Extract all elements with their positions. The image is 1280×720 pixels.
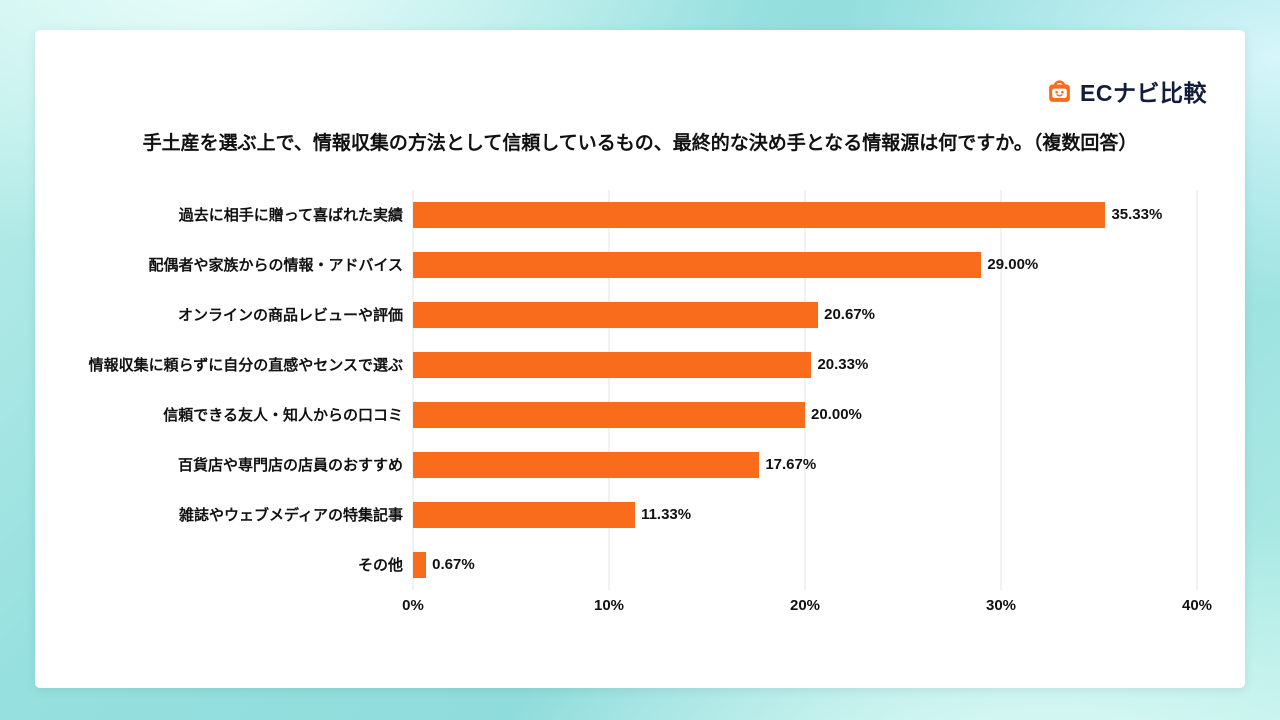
value-label: 20.67% bbox=[824, 306, 875, 324]
category-label: 情報収集に頼らずに自分の直感やセンスで選ぶ bbox=[88, 357, 403, 375]
chart-title: 手土産を選ぶ上で、情報収集の方法として信頼しているもの、最終的な決め手となる情報… bbox=[142, 133, 1138, 154]
gridline bbox=[804, 189, 806, 590]
gridline bbox=[1000, 189, 1002, 590]
category-label: 信頼できる友人・知人からの口コミ bbox=[163, 407, 403, 425]
value-label: 35.33% bbox=[1111, 206, 1163, 224]
category-label: 百貨店や専門店の店員のおすすめ bbox=[177, 457, 403, 475]
chart-row: 雑誌やウェブメディアの特集記事 11.33% bbox=[63, 490, 1197, 540]
x-tick-label: 0% bbox=[402, 596, 424, 614]
category-label: 配偶者や家族からの情報・アドバイス bbox=[148, 257, 403, 275]
gridline bbox=[1196, 189, 1198, 590]
chart-row: 信頼できる友人・知人からの口コミ 20.00% bbox=[63, 390, 1197, 440]
bar bbox=[413, 401, 805, 428]
bar bbox=[413, 301, 819, 328]
chart-row: オンラインの商品レビューや評価 20.67% bbox=[63, 290, 1197, 340]
chart-rows: 過去に相手に贈って喜ばれた実績 35.33% 配偶者や家族からの情報・アドバイス 29… bbox=[63, 190, 1197, 590]
gridline bbox=[412, 189, 414, 590]
value-label: 29.00% bbox=[987, 256, 1039, 274]
category-label: その他 bbox=[357, 557, 403, 575]
content-card: ECナビ比較 手土産を選ぶ上で、情報収集の方法として信頼しているもの、最終的な決… bbox=[35, 30, 1245, 688]
bar bbox=[413, 251, 982, 278]
category-label: 雑誌やウェブメディアの特集記事 bbox=[179, 507, 403, 525]
x-axis: 0% 10% 20% 30% 40% bbox=[402, 590, 1212, 618]
x-tick-label: 10% bbox=[593, 596, 625, 614]
chart-row: 配偶者や家族からの情報・アドバイス 29.00% bbox=[63, 240, 1197, 290]
value-label: 20.00% bbox=[811, 406, 862, 424]
brand-name: ECナビ比較 bbox=[1080, 80, 1207, 106]
bar bbox=[413, 551, 427, 578]
x-tick-label: 40% bbox=[1181, 596, 1213, 614]
gridline bbox=[608, 189, 610, 590]
bar-chart: 過去に相手に贈って喜ばれた実績 35.33% 配偶者や家族からの情報・アドバイス 29… bbox=[63, 189, 1212, 618]
bar bbox=[413, 451, 760, 478]
chart-row: 情報収集に頼らずに自分の直感やセンスで選ぶ 20.33% bbox=[63, 340, 1197, 390]
chart-row: 百貨店や専門店の店員のおすすめ 17.67% bbox=[63, 440, 1197, 490]
bar bbox=[413, 201, 1106, 228]
x-tick-label: 20% bbox=[789, 596, 821, 614]
value-label: 20.33% bbox=[817, 356, 869, 374]
row-plot-area: 20.00% bbox=[413, 401, 1197, 428]
gridlines bbox=[412, 189, 1198, 590]
bar bbox=[413, 501, 636, 528]
x-tick-label: 30% bbox=[985, 596, 1017, 614]
row-plot-area: 20.33% bbox=[413, 351, 1197, 378]
category-label: 過去に相手に贈って喜ばれた実績 bbox=[178, 207, 403, 225]
row-plot-area: 29.00% bbox=[413, 251, 1197, 278]
value-label: 17.67% bbox=[765, 456, 817, 474]
value-label: 11.33% bbox=[641, 506, 692, 524]
chart-row: その他 0.67% bbox=[63, 540, 1197, 590]
category-label: オンラインの商品レビューや評価 bbox=[177, 307, 403, 325]
bar bbox=[413, 351, 812, 378]
row-plot-area: 20.67% bbox=[413, 301, 1197, 328]
row-plot-area: 35.33% bbox=[413, 201, 1197, 228]
shopping-bag-smile-icon bbox=[1046, 78, 1073, 105]
row-plot-area: 11.33% bbox=[413, 501, 1197, 528]
brand-logo: ECナビ比較 bbox=[1046, 74, 1207, 108]
row-plot-area: 0.67% bbox=[413, 551, 1197, 578]
chart-row: 過去に相手に贈って喜ばれた実績 35.33% bbox=[63, 190, 1197, 240]
row-plot-area: 17.67% bbox=[413, 451, 1197, 478]
value-label: 0.67% bbox=[432, 556, 475, 574]
